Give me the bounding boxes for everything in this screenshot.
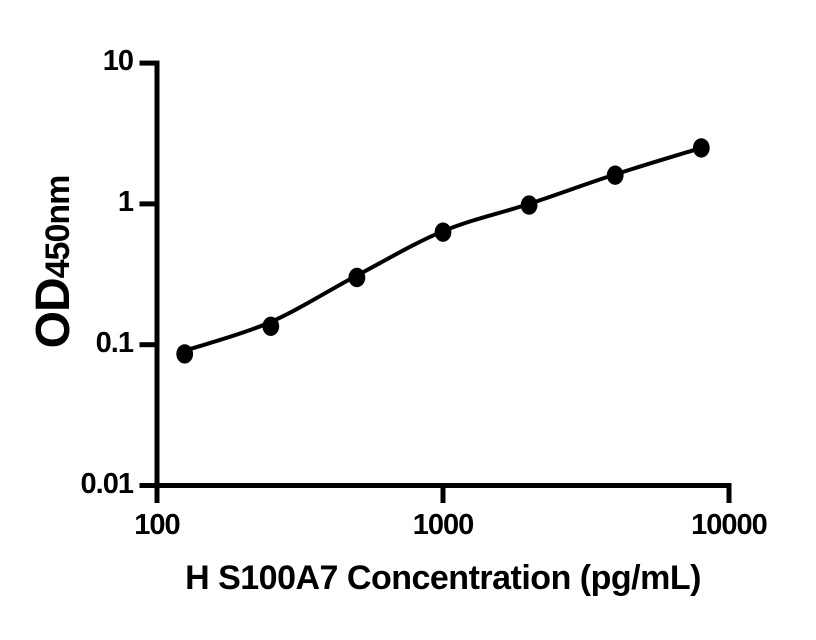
data-point: [606, 165, 624, 185]
x-axis-line: [154, 483, 732, 488]
x-axis-title: H S100A7 Concentration (pg/mL): [185, 559, 701, 597]
x-axis-tick: [440, 488, 446, 503]
data-point: [434, 222, 452, 242]
x-axis-tick: [154, 488, 160, 503]
x-tick-label: 100: [134, 509, 180, 541]
y-tick-label: 0.1: [95, 326, 134, 359]
y-tick-label: 0.01: [80, 467, 134, 500]
data-point: [348, 267, 366, 288]
x-tick-label: 10000: [691, 509, 768, 541]
y-axis-tick: [139, 201, 156, 207]
fit-curve-line: [185, 145, 704, 352]
y-axis-tick: [139, 342, 156, 348]
y-axis-tick: [139, 60, 156, 66]
data-point: [262, 316, 280, 336]
y-axis-tick: [139, 483, 156, 488]
y-tick-label: 1: [117, 185, 134, 218]
x-tick-label: 1000: [412, 509, 475, 541]
data-point: [692, 138, 710, 158]
y-tick-label: 10: [102, 45, 134, 78]
x-axis-tick: [726, 488, 732, 503]
data-point: [176, 344, 194, 364]
y-axis-line: [154, 60, 160, 503]
data-point: [520, 195, 538, 215]
